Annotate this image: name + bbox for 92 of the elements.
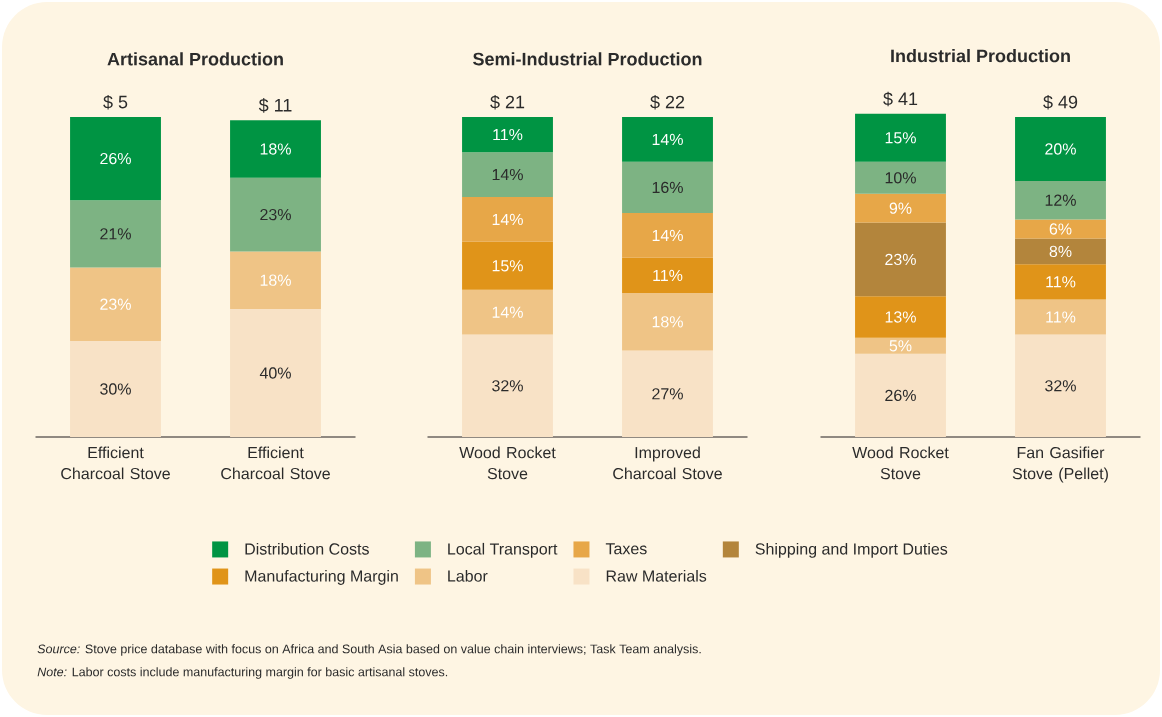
data-label: 11% — [653, 269, 683, 281]
bar — [1015, 299, 1106, 335]
data-label: 14% — [492, 306, 523, 318]
x-tick-label: Fan Gasifier Stove (Pellet) — [1012, 446, 1108, 483]
text: Source: Stove price database with focus on Africa and South Asia based on value chain interviews; Task Team analysis. — [37, 644, 701, 656]
bar — [622, 212, 713, 258]
legend-label: Labor — [448, 569, 488, 582]
data-label: 27% — [652, 388, 683, 400]
bar — [70, 200, 161, 268]
legend-label: Shipping and Import Duties — [755, 542, 948, 558]
bar — [622, 161, 713, 213]
data-label: 10% — [885, 172, 916, 184]
data-label: 14% — [652, 229, 683, 241]
data-label: 15% — [885, 132, 916, 144]
data-label: 23% — [100, 298, 131, 310]
chart-title: Industrial Production — [891, 49, 1070, 63]
bar — [1015, 334, 1106, 437]
data-label: 15% — [492, 260, 523, 272]
bar — [70, 116, 161, 201]
data-label: 11% — [1046, 276, 1076, 288]
x-tick-label: Wood Rocket Stove — [852, 446, 949, 480]
bar — [462, 152, 553, 197]
chart-title: Semi-Industrial Production — [473, 52, 702, 66]
bar — [1015, 219, 1106, 239]
data-label: 11% — [1046, 311, 1076, 323]
bar — [230, 177, 321, 252]
bar — [462, 196, 553, 242]
bar — [855, 296, 946, 338]
annotation: $ 21 — [490, 94, 525, 110]
data-label: 26% — [885, 389, 916, 402]
legend-label: Taxes — [605, 543, 647, 555]
text: Note: Labor costs include manufacturing margin for basic artisanal stoves. — [37, 667, 448, 679]
data-label: 14% — [492, 168, 523, 181]
annotation: $ 5 — [103, 94, 128, 110]
legend-label: Local Transport — [448, 542, 558, 558]
data-label: 40% — [259, 367, 291, 379]
data-label: 13% — [885, 311, 916, 323]
bar — [855, 222, 946, 297]
data-label: 18% — [260, 143, 291, 155]
data-label: 9% — [889, 202, 912, 214]
data-label: 18% — [260, 274, 291, 286]
legend-label: Raw Materials — [606, 569, 707, 582]
bar — [1015, 116, 1106, 181]
bar — [462, 241, 553, 290]
legend-label: Distribution Costs — [245, 542, 369, 555]
bar — [1015, 180, 1106, 220]
bar — [622, 116, 713, 162]
bar — [230, 120, 321, 178]
data-label: 18% — [652, 316, 683, 328]
bar — [622, 350, 713, 437]
annotation: $ 49 — [1043, 94, 1078, 110]
data-label: 32% — [1045, 380, 1076, 392]
bar — [855, 161, 946, 194]
legend-label: Manufacturing Margin — [245, 569, 398, 585]
annotation: $ 22 — [650, 94, 685, 110]
data-label: 6% — [1049, 223, 1072, 235]
bar — [230, 251, 321, 309]
annotation: $ 41 — [883, 91, 918, 107]
data-label: 30% — [100, 383, 131, 395]
data-label: 16% — [652, 181, 683, 194]
bar — [1015, 238, 1106, 265]
bar — [1015, 264, 1106, 300]
bar — [855, 193, 946, 223]
text: $ 11 — [258, 98, 292, 113]
data-label: 20% — [1045, 143, 1076, 155]
data-label: 5% — [889, 340, 912, 352]
chart-title: Artisanal Production — [107, 52, 283, 66]
data-label: 11% — [493, 128, 523, 141]
x-tick-label: Improved Charcoal Stove — [613, 446, 722, 480]
bar — [622, 257, 713, 293]
bar — [855, 113, 946, 162]
bar — [70, 267, 161, 341]
bar — [462, 116, 553, 153]
bar — [462, 334, 553, 437]
data-label: 21% — [100, 228, 131, 240]
data-label: 14% — [492, 213, 523, 225]
data-label: 26% — [100, 152, 131, 165]
data-label: 23% — [260, 208, 291, 221]
data-label: 8% — [1049, 245, 1072, 258]
x-tick-label: Efficient Charcoal Stove — [221, 446, 330, 480]
data-label: 14% — [652, 133, 683, 145]
bar — [855, 337, 946, 354]
bar — [70, 340, 161, 437]
bar — [855, 353, 946, 437]
bar — [622, 292, 713, 351]
bar — [230, 308, 321, 437]
data-label: 12% — [1045, 194, 1076, 206]
x-tick-label: Efficient Charcoal Stove — [61, 446, 170, 480]
bar — [462, 289, 553, 335]
data-label: 23% — [885, 253, 916, 266]
data-label: 32% — [492, 380, 523, 392]
x-tick-label: Wood Rocket Stove — [459, 446, 556, 480]
